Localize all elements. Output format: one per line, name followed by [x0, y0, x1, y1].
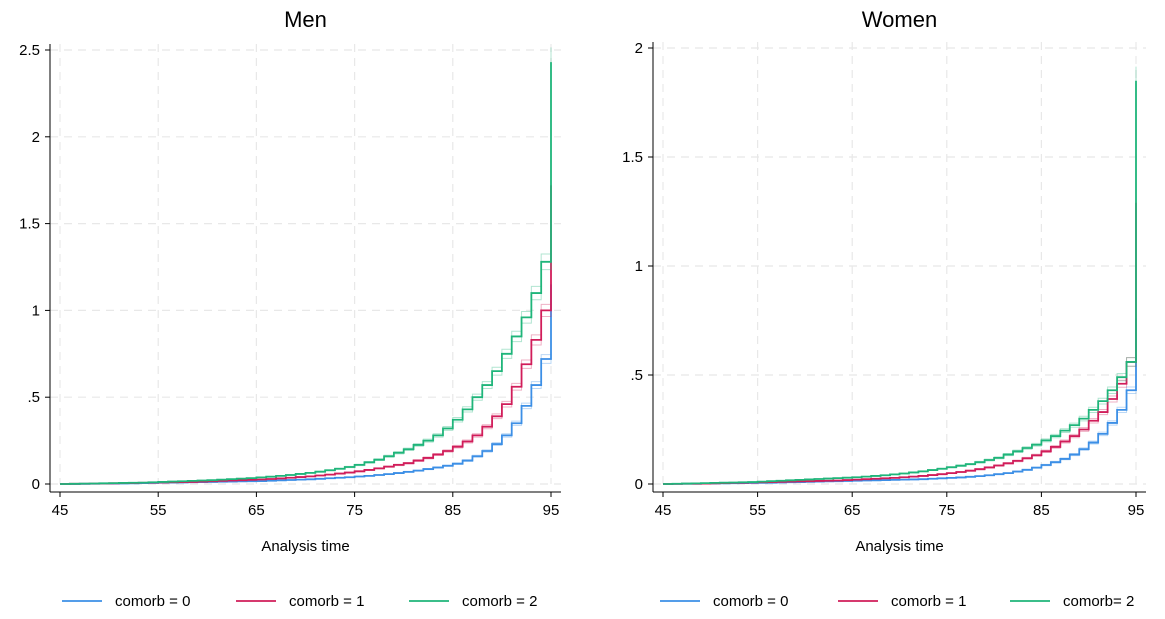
- y-tick-label: 1: [32, 302, 40, 319]
- series-line: [60, 284, 552, 485]
- x-tick-label: 75: [938, 502, 955, 519]
- x-tick-label: 65: [844, 502, 861, 519]
- x-axis-label: Analysis time: [855, 538, 943, 555]
- y-tick-label: 2: [32, 129, 40, 146]
- series-line: [663, 80, 1137, 485]
- y-tick-label: 0: [635, 476, 643, 493]
- chart-women: 45 55 65 75 85 95 0 .5 1 1.5 2 Women Analysis time c…: [622, 7, 1146, 610]
- legend-label: comorb = 0: [115, 593, 190, 610]
- x-tick-label: 75: [346, 502, 363, 519]
- y-tick-label: .5: [630, 367, 643, 384]
- chart-title: Women: [862, 7, 937, 32]
- ci-upper-line: [60, 47, 552, 485]
- x-tick-label: 55: [150, 502, 167, 519]
- ci-lower-line: [663, 212, 1137, 485]
- x-tick-label: 45: [655, 502, 672, 519]
- chart-title: Men: [284, 7, 327, 32]
- series-line: [663, 318, 1137, 485]
- y-tick-label: 0: [32, 476, 40, 493]
- x-axis-label: Analysis time: [261, 538, 349, 555]
- y-tick-label: 2: [635, 40, 643, 57]
- y-tick-label: 1: [635, 258, 643, 275]
- ci-upper-line: [60, 174, 552, 485]
- ci-upper-line: [663, 192, 1137, 485]
- y-tick-label: 2.5: [19, 42, 40, 59]
- legend-label: comorb = 2: [462, 593, 537, 610]
- x-tick-label: 85: [1033, 502, 1050, 519]
- y-tick-label: 1.5: [622, 149, 643, 166]
- series-line: [60, 185, 552, 485]
- chart-panel-men: 45 55 65 75 85 95 0.5 1 1.5 2 2.5 Men Analysis time …: [0, 0, 582, 619]
- x-tick-label: 55: [749, 502, 766, 519]
- legend-label: comorb = 1: [891, 593, 966, 610]
- legend-label: comorb = 0: [713, 593, 788, 610]
- y-tick-label: .5: [27, 389, 40, 406]
- ci-upper-line: [663, 66, 1137, 485]
- ci-lower-line: [60, 195, 552, 485]
- x-tick-label: 85: [444, 502, 461, 519]
- ci-lower-line: [60, 76, 552, 485]
- ci-upper-line: [60, 277, 552, 485]
- x-tick-label: 65: [248, 502, 265, 519]
- chart-panel-women: 45 55 65 75 85 95 0 .5 1 1.5 2 Women Analysis time c…: [583, 0, 1165, 619]
- ci-lower-line: [663, 94, 1137, 485]
- x-tick-label: 95: [543, 502, 560, 519]
- series-line: [60, 62, 552, 485]
- x-tick-label: 45: [52, 502, 69, 519]
- x-tick-label: 95: [1128, 502, 1145, 519]
- ci-lower-line: [663, 324, 1137, 485]
- legend-label: comorb = 1: [289, 593, 364, 610]
- series-line: [663, 202, 1137, 485]
- y-tick-label: 1.5: [19, 216, 40, 233]
- legend-label: comorb= 2: [1063, 593, 1134, 610]
